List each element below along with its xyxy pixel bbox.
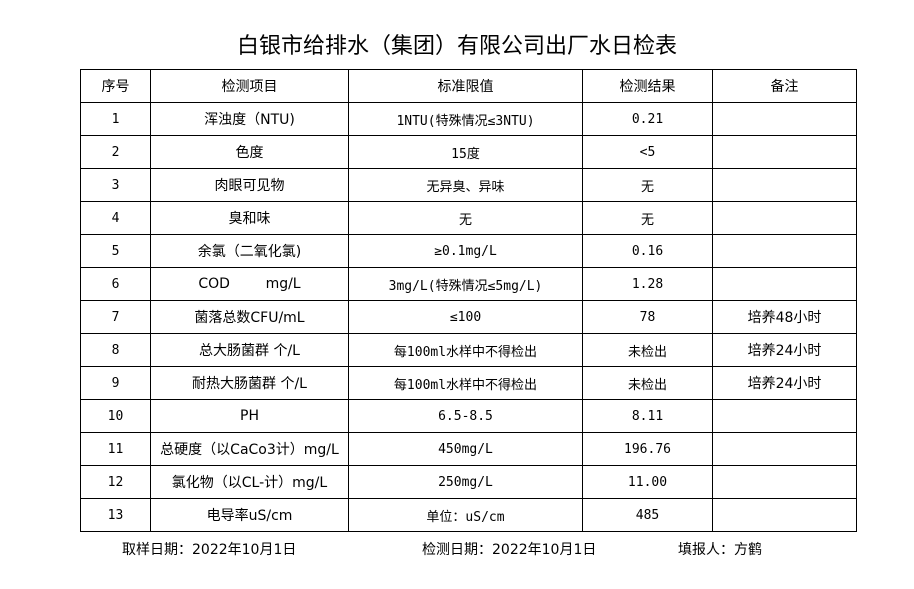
standard-limit: 450mg/L [348, 432, 583, 466]
row-number: 9 [80, 366, 151, 400]
test-result: 1.28 [582, 267, 713, 301]
remark: 培养24小时 [712, 333, 857, 367]
header-cell: 标准限值 [348, 69, 583, 103]
standard-limit: 单位：uS/cm [348, 498, 583, 532]
test-result: 无 [582, 201, 713, 235]
standard-limit: 每100ml水样中不得检出 [348, 366, 583, 400]
test-item: 总硬度（以CaCo3计）mg/L [150, 432, 349, 466]
standard-limit: 无异臭、异味 [348, 168, 583, 202]
test-item: 菌落总数CFU/mL [150, 300, 349, 334]
test-item: 氯化物（以CL-计）mg/L [150, 465, 349, 499]
standard-limit: 3mg/L(特殊情况≤5mg/L) [348, 267, 583, 301]
test-item: 浑浊度（NTU) [150, 102, 349, 136]
table-row: 9 耐热大肠菌群 个/L 每100ml水样中不得检出 未检出 培养24小时 [80, 366, 857, 400]
table-row: 3 肉眼可见物 无异臭、异味无 [80, 168, 857, 202]
remark [712, 432, 857, 466]
row-number: 2 [80, 135, 151, 169]
test-result: 未检出 [582, 333, 713, 367]
test-result: 0.16 [582, 234, 713, 268]
row-number: 8 [80, 333, 151, 367]
header-cell: 检测项目 [150, 69, 349, 103]
table-row: 13 电导率uS/cm 单位：uS/cm 485 [80, 498, 857, 532]
reporter: 填报人：方鹤 [678, 542, 762, 558]
standard-limit: 6.5-8.5 [348, 399, 583, 433]
test-result: 0.21 [582, 102, 713, 136]
header-row: 序号 检测项目 标准限值 检测结果 备注 [80, 69, 857, 103]
standard-limit: 1NTU(特殊情况≤3NTU) [348, 102, 583, 136]
test-result: 485 [582, 498, 713, 532]
test-result: 无 [582, 168, 713, 202]
remark: 培养48小时 [712, 300, 857, 334]
remark [712, 168, 857, 202]
header-cell: 检测结果 [582, 69, 713, 103]
inspection-table: 序号 检测项目 标准限值 检测结果 备注 1 浑浊度（NTU) 1NTU(特殊情况≤… [80, 69, 857, 532]
sample-date: 取样日期：2022年10月1日 [122, 542, 297, 558]
test-item: 余氯（二氧化氯) [150, 234, 349, 268]
row-number: 6 [80, 267, 151, 301]
standard-limit: ≥0.1mg/L [348, 234, 583, 268]
table-row: 2 色度 15度 <5 [80, 135, 857, 169]
page-title: 白银市给排水（集团）有限公司出厂水日检表 [236, 34, 677, 59]
test-item: 电导率uS/cm [150, 498, 349, 532]
header-cell: 备注 [712, 69, 857, 103]
row-number: 4 [80, 201, 151, 235]
table-row: 4 臭和味无无 [80, 201, 857, 235]
remark [712, 465, 857, 499]
table-row: 11 总硬度（以CaCo3计）mg/L 450mg/L 196.76 [80, 432, 857, 466]
row-number: 7 [80, 300, 151, 334]
remark [712, 234, 857, 268]
table-row: 7 菌落总数CFU/mL ≤100 78 培养48小时 [80, 300, 857, 334]
row-number: 13 [80, 498, 151, 532]
table-row: 5 余氯（二氧化氯) ≥0.1mg/L 0.16 [80, 234, 857, 268]
test-result: 8.11 [582, 399, 713, 433]
remark [712, 102, 857, 136]
test-result: 78 [582, 300, 713, 334]
test-result: <5 [582, 135, 713, 169]
test-item: 耐热大肠菌群 个/L [150, 366, 349, 400]
test-date: 检测日期：2022年10月1日 [422, 542, 597, 558]
row-number: 10 [80, 399, 151, 433]
test-result: 未检出 [582, 366, 713, 400]
test-item: 肉眼可见物 [150, 168, 349, 202]
remark [712, 135, 857, 169]
test-item: 臭和味 [150, 201, 349, 235]
standard-limit: ≤100 [348, 300, 583, 334]
remark: 培养24小时 [712, 366, 857, 400]
test-result: 11.00 [582, 465, 713, 499]
test-item: COD mg/L [150, 267, 349, 301]
remark [712, 399, 857, 433]
row-number: 3 [80, 168, 151, 202]
table-row: 1 浑浊度（NTU) 1NTU(特殊情况≤3NTU) 0.21 [80, 102, 857, 136]
row-number: 11 [80, 432, 151, 466]
row-number: 1 [80, 102, 151, 136]
standard-limit: 无 [348, 201, 583, 235]
table-row: 10 PH 6.5-8.5 8.11 [80, 399, 857, 433]
standard-limit: 250mg/L [348, 465, 583, 499]
table-row: 12 氯化物（以CL-计）mg/L 250mg/L 11.00 [80, 465, 857, 499]
header-cell: 序号 [80, 69, 151, 103]
row-number: 12 [80, 465, 151, 499]
standard-limit: 每100ml水样中不得检出 [348, 333, 583, 367]
table-row: 6 COD mg/L 3mg/L(特殊情况≤5mg/L) 1.28 [80, 267, 857, 301]
table-row: 8 总大肠菌群 个/L 每100ml水样中不得检出 未检出 培养24小时 [80, 333, 857, 367]
row-number: 5 [80, 234, 151, 268]
test-item: PH [150, 399, 349, 433]
test-item: 总大肠菌群 个/L [150, 333, 349, 367]
test-result: 196.76 [582, 432, 713, 466]
test-item: 色度 [150, 135, 349, 169]
remark [712, 498, 857, 532]
remark [712, 201, 857, 235]
remark [712, 267, 857, 301]
standard-limit: 15度 [348, 135, 583, 169]
